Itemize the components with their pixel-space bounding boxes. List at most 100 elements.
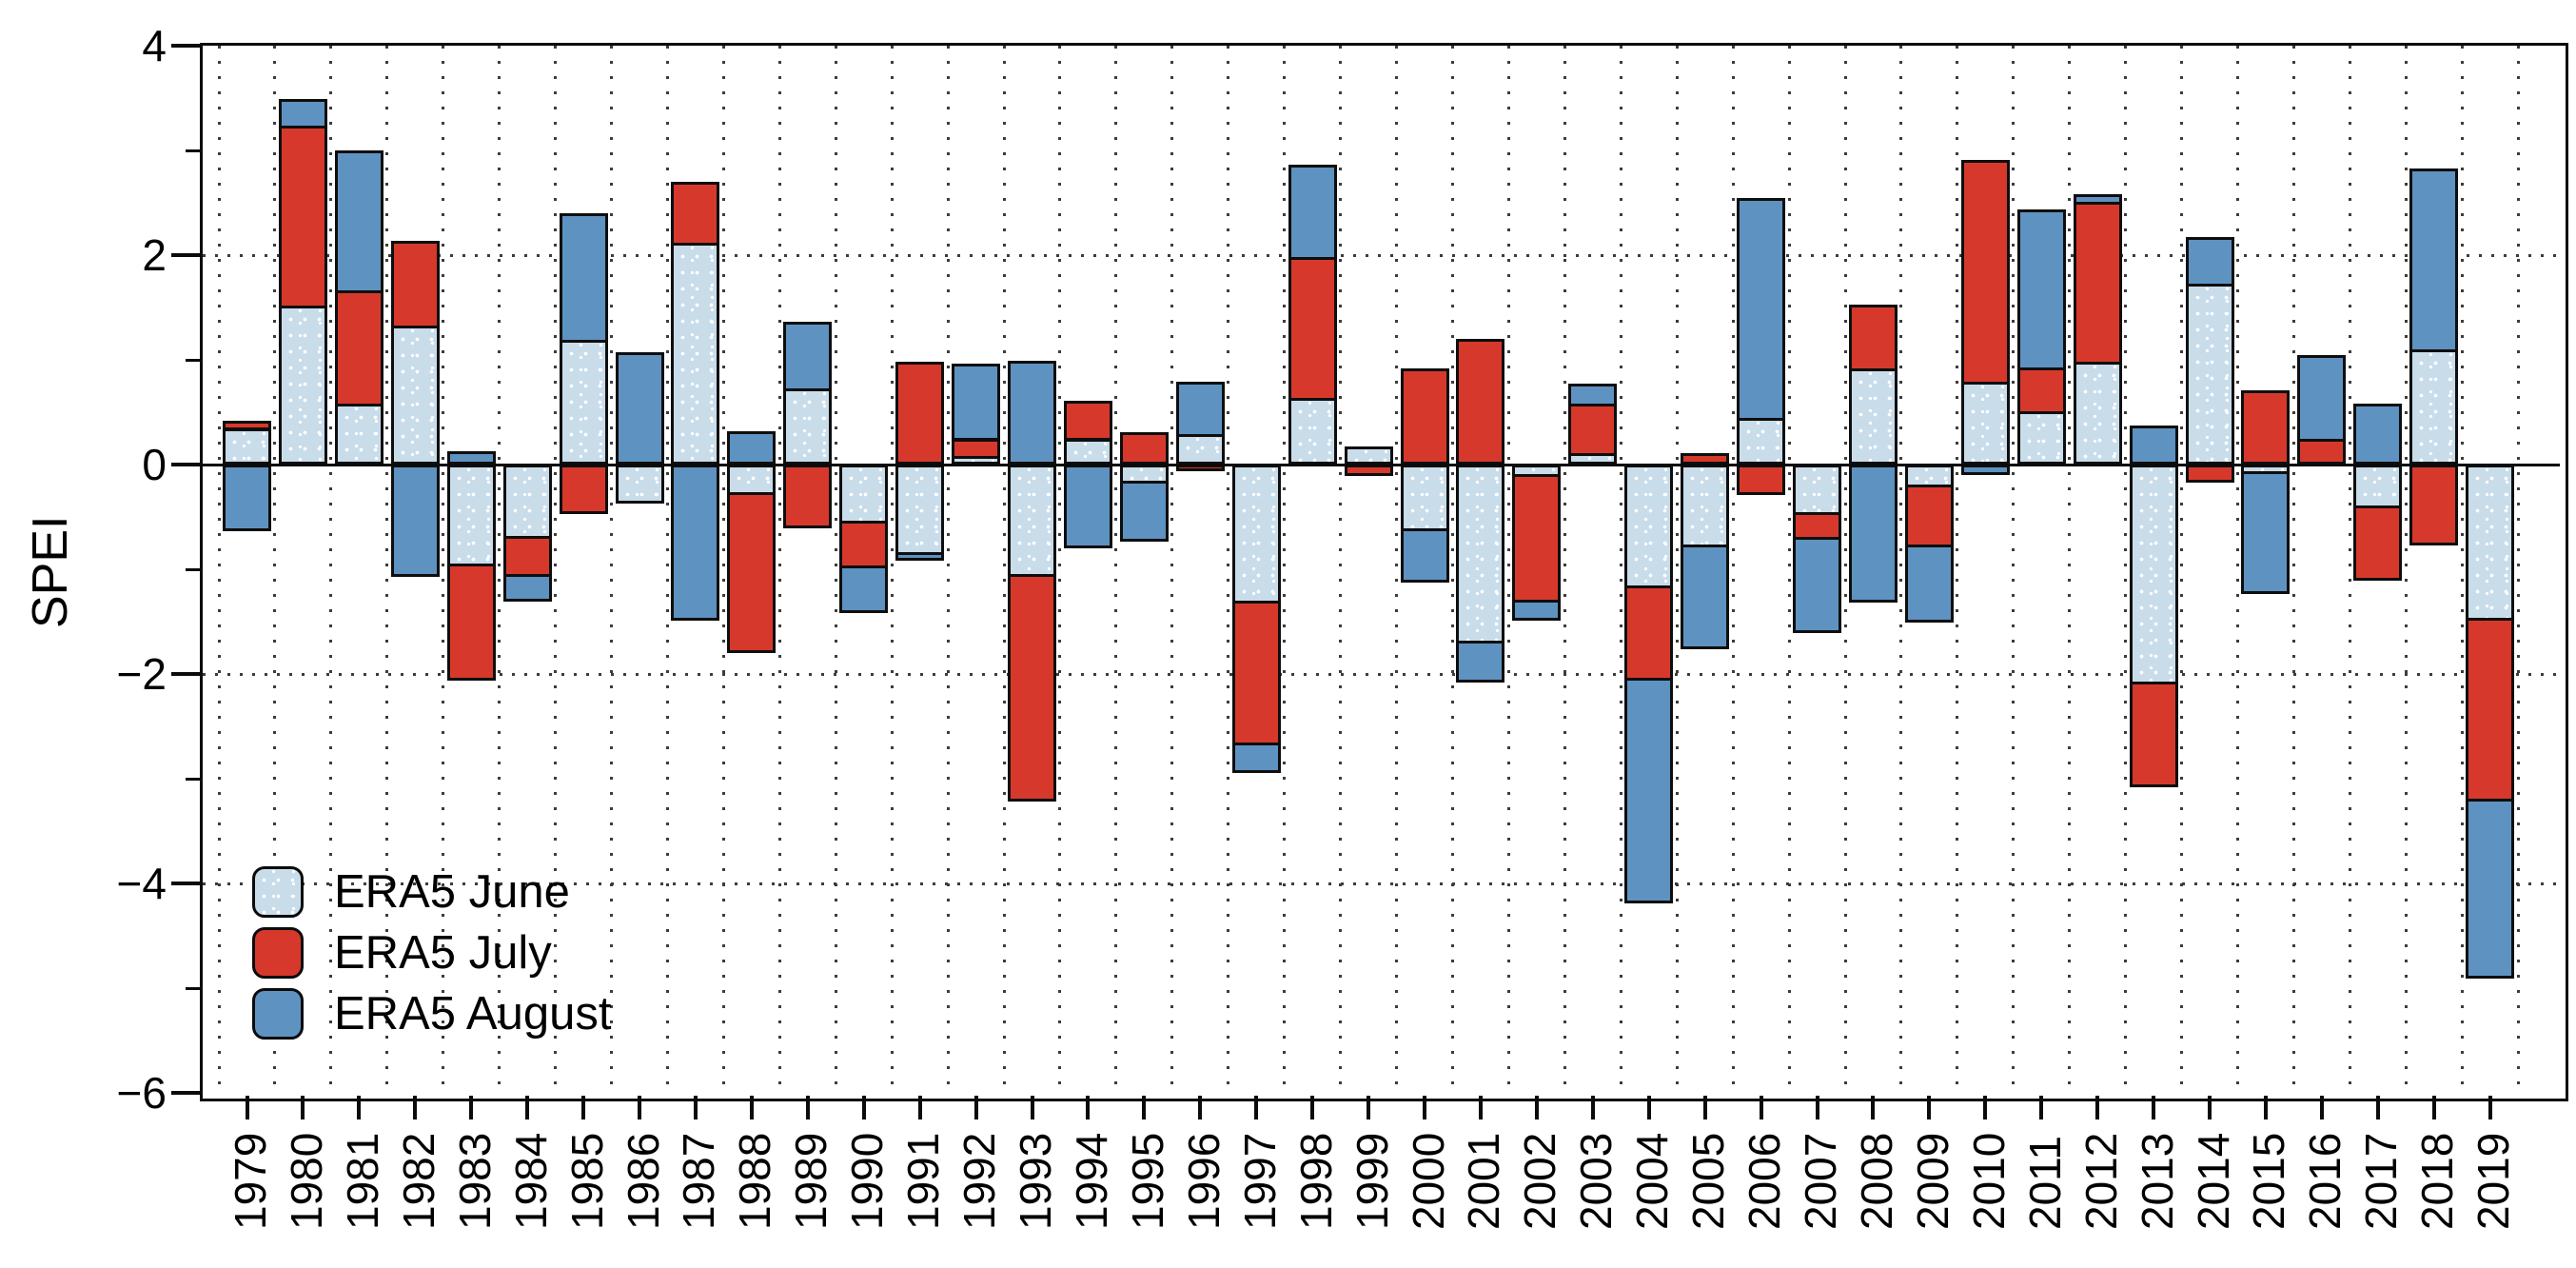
- x-tick: [2319, 1096, 2324, 1119]
- bar-segment-2008-august: [1848, 465, 1898, 604]
- x-tick: [749, 1096, 754, 1119]
- y-major-tick: [171, 672, 203, 676]
- x-tick: [2431, 1096, 2436, 1119]
- x-tick: [805, 1096, 810, 1119]
- x-tick: [1702, 1096, 1707, 1119]
- bar-segment-1979-august: [223, 465, 271, 532]
- bar-segment-1983-august: [446, 450, 496, 465]
- bar-segment-1982-june: [390, 325, 440, 465]
- bar-segment-2004-august: [1624, 677, 1674, 903]
- v-gridline: [442, 46, 445, 1093]
- bar-segment-1985-july: [559, 465, 608, 514]
- x-tick-label: 1991: [898, 1132, 949, 1230]
- y-major-tick: [171, 253, 203, 257]
- bar-segment-1979-june: [223, 427, 271, 465]
- bar-segment-2007-july: [1793, 511, 1842, 541]
- bar-segment-2003-july: [1568, 404, 1618, 456]
- v-gridline: [1283, 46, 1287, 1093]
- bar-segment-2015-july: [2241, 389, 2291, 465]
- bar-segment-1994-august: [1063, 465, 1112, 548]
- x-tick: [917, 1096, 922, 1119]
- bar-segment-1988-july: [727, 491, 777, 653]
- h-gridline: [203, 672, 2560, 676]
- v-gridline: [2236, 46, 2239, 1093]
- x-tick: [413, 1096, 418, 1119]
- v-gridline: [2180, 46, 2184, 1093]
- bar-segment-2008-july: [1848, 304, 1898, 371]
- v-gridline: [721, 46, 725, 1093]
- v-gridline: [1170, 46, 1174, 1093]
- v-gridline: [2460, 46, 2464, 1093]
- bar-segment-1990-june: [839, 465, 889, 524]
- v-gridline: [2291, 46, 2295, 1093]
- x-tick: [469, 1096, 474, 1119]
- v-gridline: [1675, 46, 1679, 1093]
- x-tick: [2375, 1096, 2380, 1119]
- bar-segment-2009-july: [1904, 485, 1954, 547]
- v-gridline: [1787, 46, 1791, 1093]
- x-tick: [1030, 1096, 1034, 1119]
- bar-segment-2012-june: [2073, 362, 2122, 465]
- v-gridline: [2404, 46, 2408, 1093]
- x-tick-label: 1998: [1290, 1132, 1341, 1230]
- v-gridline: [777, 46, 781, 1093]
- x-tick: [1367, 1096, 1371, 1119]
- bar-segment-2013-june: [2129, 465, 2178, 684]
- v-gridline: [329, 46, 333, 1093]
- x-tick-label: 2014: [2188, 1132, 2238, 1230]
- x-tick: [1871, 1096, 1876, 1119]
- v-gridline: [2012, 46, 2016, 1093]
- x-tick-label: 2002: [1515, 1132, 1565, 1230]
- y-major-tick: [171, 1091, 203, 1095]
- bar-segment-2006-july: [1737, 465, 1786, 495]
- v-gridline: [1395, 46, 1399, 1093]
- x-tick-label: 2006: [1740, 1132, 1790, 1230]
- bar-segment-2004-july: [1624, 584, 1674, 681]
- bar-segment-1987-july: [671, 182, 720, 246]
- v-gridline: [1114, 46, 1118, 1093]
- bar-segment-1993-june: [1008, 465, 1057, 577]
- v-gridline: [1731, 46, 1735, 1093]
- bar-segment-1997-june: [1231, 465, 1281, 604]
- bar-segment-1989-june: [783, 387, 833, 465]
- bar-segment-2015-august: [2241, 470, 2291, 595]
- x-tick-label: 1999: [1347, 1132, 1397, 1230]
- bar-segment-2007-august: [1793, 537, 1842, 634]
- v-gridline: [1619, 46, 1622, 1093]
- bar-segment-1993-july: [1008, 573, 1057, 802]
- x-tick-label: 1988: [730, 1132, 780, 1230]
- bar-segment-2014-june: [2185, 283, 2234, 465]
- v-gridline: [1002, 46, 1006, 1093]
- bar-segment-2011-june: [2016, 410, 2066, 465]
- bar-segment-2017-july: [2353, 505, 2403, 582]
- x-tick-label: 2004: [1627, 1132, 1678, 1230]
- bar-segment-1980-august: [278, 99, 327, 129]
- v-gridline: [1450, 46, 1454, 1093]
- v-gridline: [1506, 46, 1510, 1093]
- y-minor-tick: [186, 567, 203, 571]
- bar-segment-2006-june: [1737, 417, 1786, 465]
- x-tick: [2152, 1096, 2156, 1119]
- bar-segment-2014-july: [2185, 465, 2234, 483]
- v-gridline: [1339, 46, 1343, 1093]
- x-tick: [1423, 1096, 1427, 1119]
- x-tick: [1142, 1096, 1147, 1119]
- y-tick-label: −2: [116, 649, 167, 699]
- x-tick-label: 1997: [1234, 1132, 1285, 1230]
- x-tick-label: 2010: [1963, 1132, 2014, 1230]
- v-gridline: [1058, 46, 1062, 1093]
- bar-segment-2000-july: [1400, 367, 1449, 465]
- x-tick: [301, 1096, 305, 1119]
- y-tick-label: −4: [116, 859, 167, 908]
- x-tick: [1927, 1096, 1932, 1119]
- bar-segment-2012-july: [2073, 201, 2122, 366]
- bar-segment-2016-august: [2297, 354, 2347, 442]
- x-tick: [357, 1096, 362, 1119]
- x-tick: [581, 1096, 586, 1119]
- legend: ERA5 June ERA5 July ERA5 August: [252, 866, 611, 1049]
- v-gridline: [834, 46, 837, 1093]
- x-tick: [245, 1096, 249, 1119]
- x-tick-label: 2007: [1796, 1132, 1846, 1230]
- x-tick-label: 1984: [505, 1132, 556, 1230]
